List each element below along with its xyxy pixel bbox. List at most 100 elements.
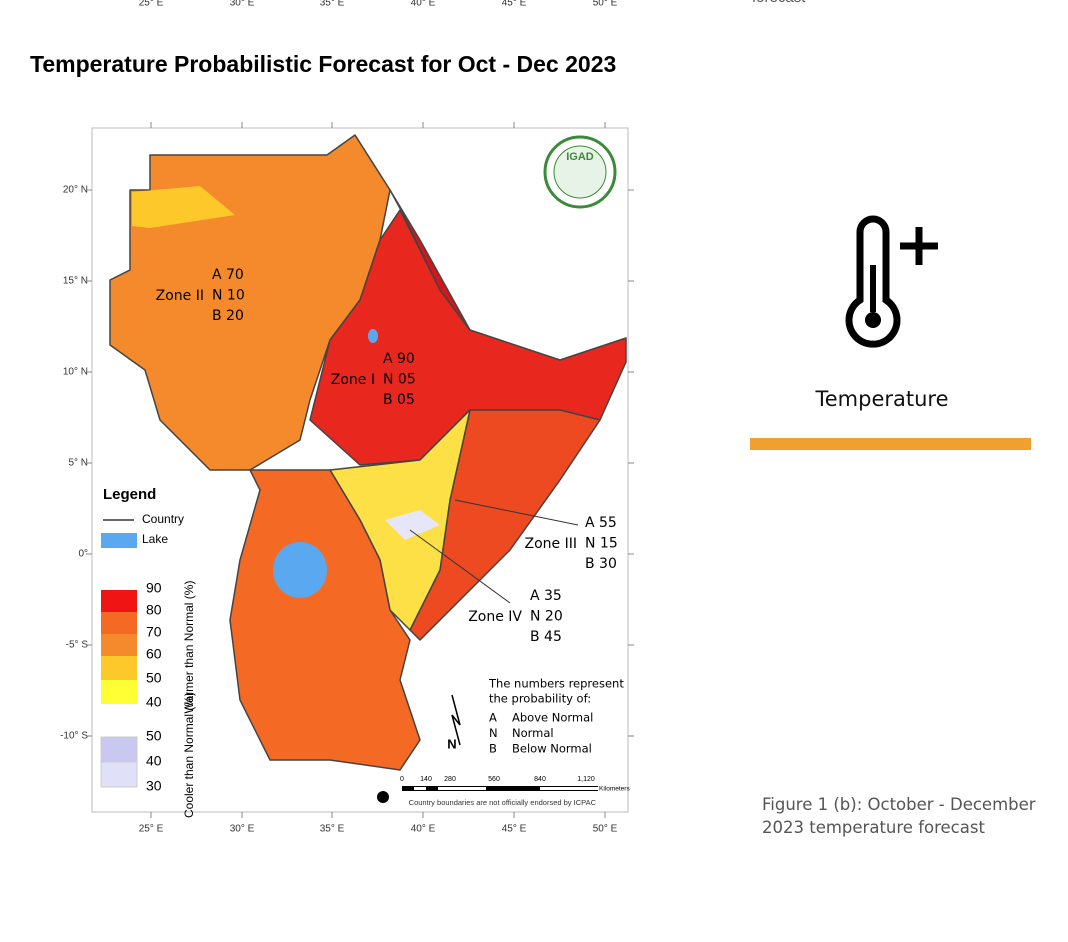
cooler-title: Cooler than Normal (%) [182, 692, 196, 818]
legend-lake-box [101, 533, 137, 548]
lon-label: 45° E [502, 824, 527, 835]
legend-label: 80 [146, 602, 162, 618]
note-key-label: Normal [512, 726, 554, 740]
zone-value: N 15 [585, 536, 618, 552]
note-line: The numbers represent [488, 677, 624, 691]
side-label: Temperature [814, 387, 948, 411]
scale-label: 0 [400, 776, 404, 783]
legend-label: 30 [146, 778, 162, 794]
top-strip: 25° E 30° E 35° E 40° E 45° E 50° E [139, 0, 618, 9]
lat-label: -10° S [60, 731, 88, 742]
disclaimer: Country boundaries are not officially en… [409, 798, 597, 807]
zone-arrow [409, 529, 511, 604]
legend: Legend Country Lake Warmer than Normal (… [100, 486, 196, 818]
region-eritrea [389, 189, 471, 331]
north-arrow [451, 694, 461, 746]
lat-label: -5° S [66, 640, 89, 651]
region-warm-patch [132, 186, 235, 228]
zone-name: Zone IV [468, 609, 522, 625]
scale-label: 840 [534, 776, 546, 783]
zone-value: B 30 [585, 556, 617, 572]
lon-label: 40° E [411, 824, 436, 835]
north-label: N [447, 736, 456, 751]
lon-label: 35° E [320, 824, 345, 835]
note-key-label: Above Normal [512, 711, 593, 725]
legend-label: 70 [146, 624, 162, 640]
zone-value: A 70 [212, 267, 244, 283]
legend-swatch [101, 612, 137, 634]
lon-label: 30° E [230, 824, 255, 835]
lon-label: 35° E [320, 0, 345, 9]
zone-value: B 45 [530, 629, 562, 645]
thermometer-body [845, 215, 901, 348]
logo-inner [553, 145, 607, 199]
cut-text: forecast [752, 0, 806, 6]
note-key: B [489, 742, 497, 756]
legend-item: Lake [142, 532, 168, 546]
zone-name: Zone I [331, 372, 375, 388]
lon-label: 50° E [593, 824, 618, 835]
legend-title: Legend [103, 486, 156, 503]
zone-value: A 35 [530, 588, 562, 604]
lat-label: 15° N [63, 276, 88, 287]
scale-bar-seg [438, 787, 486, 790]
region-tanzania [229, 469, 421, 771]
zone-value: A 55 [585, 515, 617, 531]
legend-label: 40 [146, 694, 162, 710]
lat-label: 10° N [63, 367, 88, 378]
thermometer-bulb [865, 312, 881, 328]
legend-label: 60 [146, 646, 162, 662]
region-cool-patch [385, 510, 440, 540]
scale-label: 1,120 [577, 776, 595, 783]
legend-label: 50 [146, 670, 162, 686]
zone-name: Zone III [525, 536, 577, 552]
zone-value: N 10 [212, 288, 245, 304]
note-line: the probability of: [489, 692, 591, 706]
lon-label: 30° E [230, 0, 255, 9]
side-bar [750, 438, 1031, 450]
lon-label: 25° E [139, 0, 164, 9]
scale-label: 280 [444, 776, 456, 783]
zone-value: B 05 [383, 392, 415, 408]
legend-swatch [101, 680, 137, 704]
lake-victoria [273, 542, 327, 598]
legend-swatch [100, 761, 138, 788]
zone-value: N 20 [530, 609, 563, 625]
lat-label: 20° N [63, 185, 88, 196]
legend-swatch [101, 656, 137, 680]
lat-label: 5° N [68, 458, 88, 469]
map-regions [109, 134, 627, 771]
scale-bar-body [402, 786, 598, 791]
scale-bar-seg [414, 787, 426, 790]
legend-label: 50 [146, 728, 162, 744]
zones: Zone II A 70 N 10 B 20 Zone I A 90 N 05 B 05 Zon… [156, 267, 618, 645]
zone-value: N 05 [383, 372, 416, 388]
zone-value: A 90 [383, 351, 415, 367]
scale-unit: Kilometers [599, 786, 630, 793]
zone-arrow [454, 499, 579, 526]
legend-swatch [101, 634, 137, 656]
thermometer-icon [845, 215, 938, 348]
page-title: Temperature Probabilistic Forecast for O… [30, 51, 616, 77]
note-key: A [489, 711, 497, 725]
lake-tana [368, 329, 378, 343]
scale-label: 560 [488, 776, 500, 783]
lon-label: 25° E [139, 824, 164, 835]
scale-label: 140 [420, 776, 432, 783]
compass-icon [377, 791, 389, 803]
warmer-title: Warmer than Normal (%) [182, 581, 196, 714]
lon-label: 45° E [502, 0, 527, 9]
note-key-label: Below Normal [512, 742, 592, 756]
legend-item: Country [142, 512, 184, 526]
lon-label: 50° E [593, 0, 618, 9]
figure-caption: Figure 1 (b): October - December 2023 te… [762, 795, 1036, 837]
legend-swatch [100, 736, 138, 763]
legend-label: 40 [146, 753, 162, 769]
map-axes: 25° E 30° E 35° E 40° E 45° E 50° E 20° N 15° N… [60, 122, 634, 835]
lat-label: 0° [78, 549, 88, 560]
legend-label: 90 [146, 580, 162, 596]
zone-name: Zone II [156, 288, 204, 304]
